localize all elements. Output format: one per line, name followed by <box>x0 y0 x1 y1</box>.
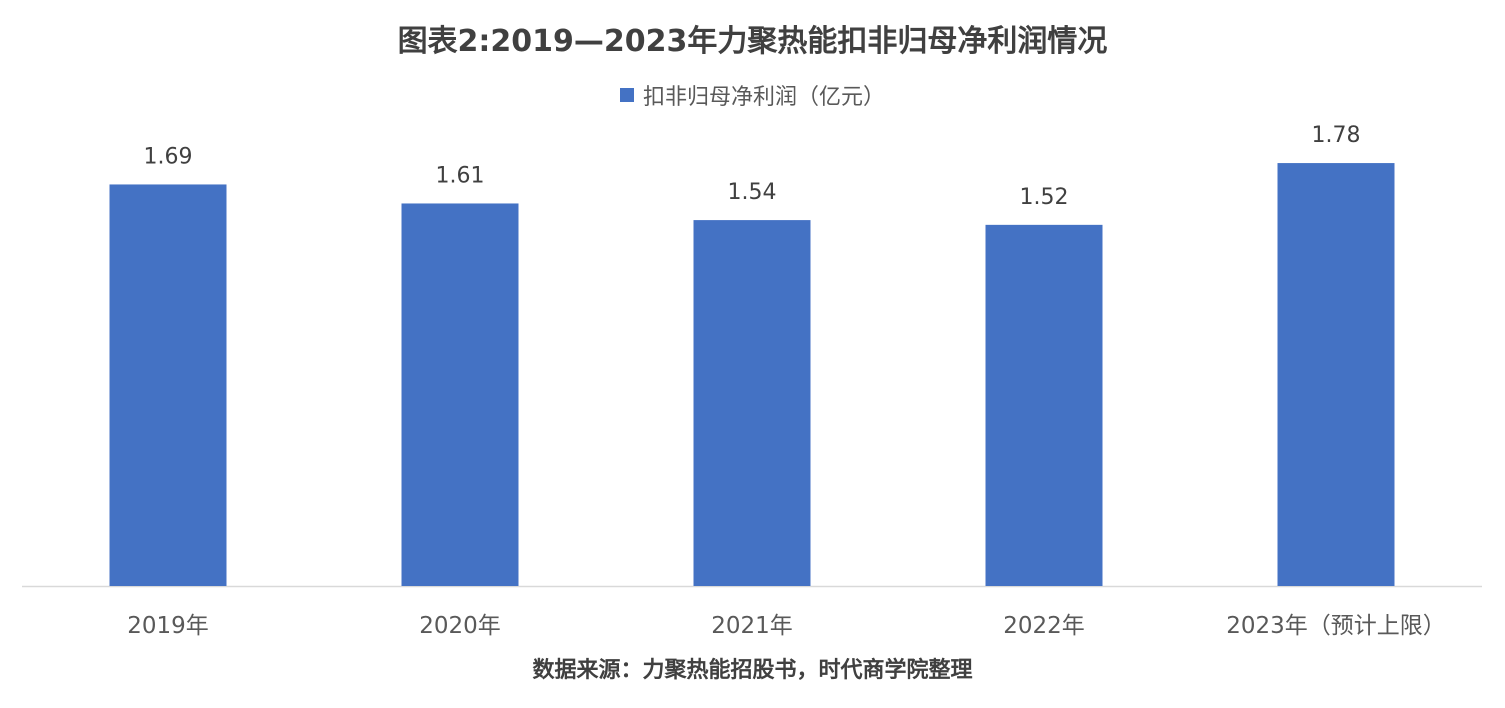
data-label: 1.52 <box>1020 185 1069 210</box>
x-tick-label: 2021年 <box>711 613 793 639</box>
x-tick-label: 2020年 <box>419 613 501 639</box>
bar <box>109 184 227 586</box>
data-label: 1.78 <box>1312 123 1361 148</box>
bar <box>985 224 1103 586</box>
legend-swatch <box>619 88 634 102</box>
legend-label: 扣非归母净利润（亿元） <box>642 85 885 110</box>
bar <box>1277 163 1395 586</box>
x-tick-label: 2023年（预计上限） <box>1226 613 1446 639</box>
legend: 扣非归母净利润（亿元） <box>0 79 1505 111</box>
bar <box>401 203 519 587</box>
bar <box>693 220 811 586</box>
x-tick-label: 2022年 <box>1003 613 1085 639</box>
source-note: 数据来源：力聚热能招股书，时代商学院整理 <box>532 658 973 683</box>
data-label: 1.54 <box>728 180 777 205</box>
chart-title: 图表2:2019—2023年力聚热能扣非归母净利润情况 <box>397 24 1108 59</box>
data-label: 1.69 <box>144 144 193 169</box>
x-tick-label: 2019年 <box>127 613 209 639</box>
data-label: 1.61 <box>436 163 485 188</box>
